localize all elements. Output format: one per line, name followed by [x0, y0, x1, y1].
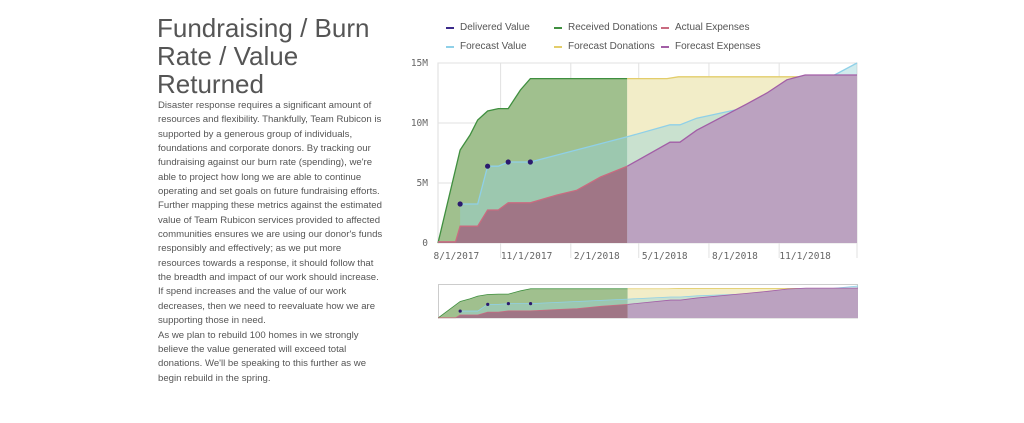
legend-label: Forecast Expenses [675, 41, 761, 52]
actual-expenses-area [438, 166, 628, 243]
delivered-value-point [506, 302, 510, 306]
x-tick-label: 2/1/2018 [574, 251, 620, 262]
y-tick-label: 0 [422, 238, 428, 249]
forecast-expenses-line [627, 287, 858, 305]
legend-item-received-donations[interactable]: Received Donations [554, 22, 658, 33]
legend-label: Received Donations [568, 22, 658, 33]
legend-item-forecast-expenses[interactable]: Forecast Expenses [661, 41, 761, 52]
x-tick-label: 8/1/2018 [712, 251, 758, 262]
actual-expenses-line [438, 303, 628, 319]
legend-label: Forecast Donations [568, 41, 655, 52]
main-chart[interactable]: 0 5M 10M 15M 8/1/2017 11/1/2017 2/1/2018 5/1/20… [400, 55, 870, 265]
x-tick-label: 8/1/2017 [433, 251, 479, 262]
actual-expenses-line [438, 165, 628, 243]
delivered-value-point [458, 309, 462, 313]
legend-item-forecast-value[interactable]: Forecast Value [446, 41, 527, 52]
page-title: Fundraising / Burn Rate / Value Returned [157, 13, 370, 99]
received-line [438, 288, 628, 319]
legend-item-actual-expenses[interactable]: Actual Expenses [661, 22, 750, 33]
forecast-donations-line [627, 76, 857, 80]
delivered-value-point [457, 201, 463, 207]
legend-item-forecast-donations[interactable]: Forecast Donations [554, 41, 655, 52]
delivered-value-point [485, 163, 491, 169]
legend-swatch [446, 45, 454, 48]
x-tick-label: 5/1/2018 [642, 251, 688, 262]
forecast-expenses-line [626, 74, 857, 167]
legend-item-delivered-value[interactable]: Delivered Value [446, 22, 530, 33]
delivered-value-point [486, 302, 490, 306]
legend-label: Delivered Value [460, 22, 530, 33]
legend-swatch [554, 26, 562, 29]
delivered-value-point [505, 159, 511, 165]
y-tick-label: 10M [411, 118, 428, 129]
legend-label: Forecast Value [460, 41, 527, 52]
range-navigator[interactable] [438, 284, 859, 320]
actual-expenses-area [438, 304, 628, 318]
forecast-expenses-area [627, 288, 858, 318]
legend-label: Actual Expenses [675, 22, 750, 33]
legend-swatch [554, 45, 562, 48]
delivered-value-point [527, 159, 533, 165]
description: Disaster response requires a significant… [158, 99, 386, 386]
description-paragraph: As we plan to rebuild 100 homes in we st… [158, 329, 367, 384]
y-tick-label: 15M [411, 58, 428, 69]
received-line [437, 77, 628, 244]
y-tick-label: 5M [417, 178, 429, 189]
legend-swatch [661, 45, 669, 48]
x-tick-label: 11/1/2018 [779, 251, 831, 262]
legend-swatch [661, 26, 669, 29]
delivered-value-point [528, 302, 533, 306]
description-paragraph: Disaster response requires a significant… [158, 100, 383, 327]
forecast-expenses-area [627, 75, 857, 243]
x-tick-label: 11/1/2017 [501, 251, 552, 262]
legend-swatch [446, 26, 454, 29]
